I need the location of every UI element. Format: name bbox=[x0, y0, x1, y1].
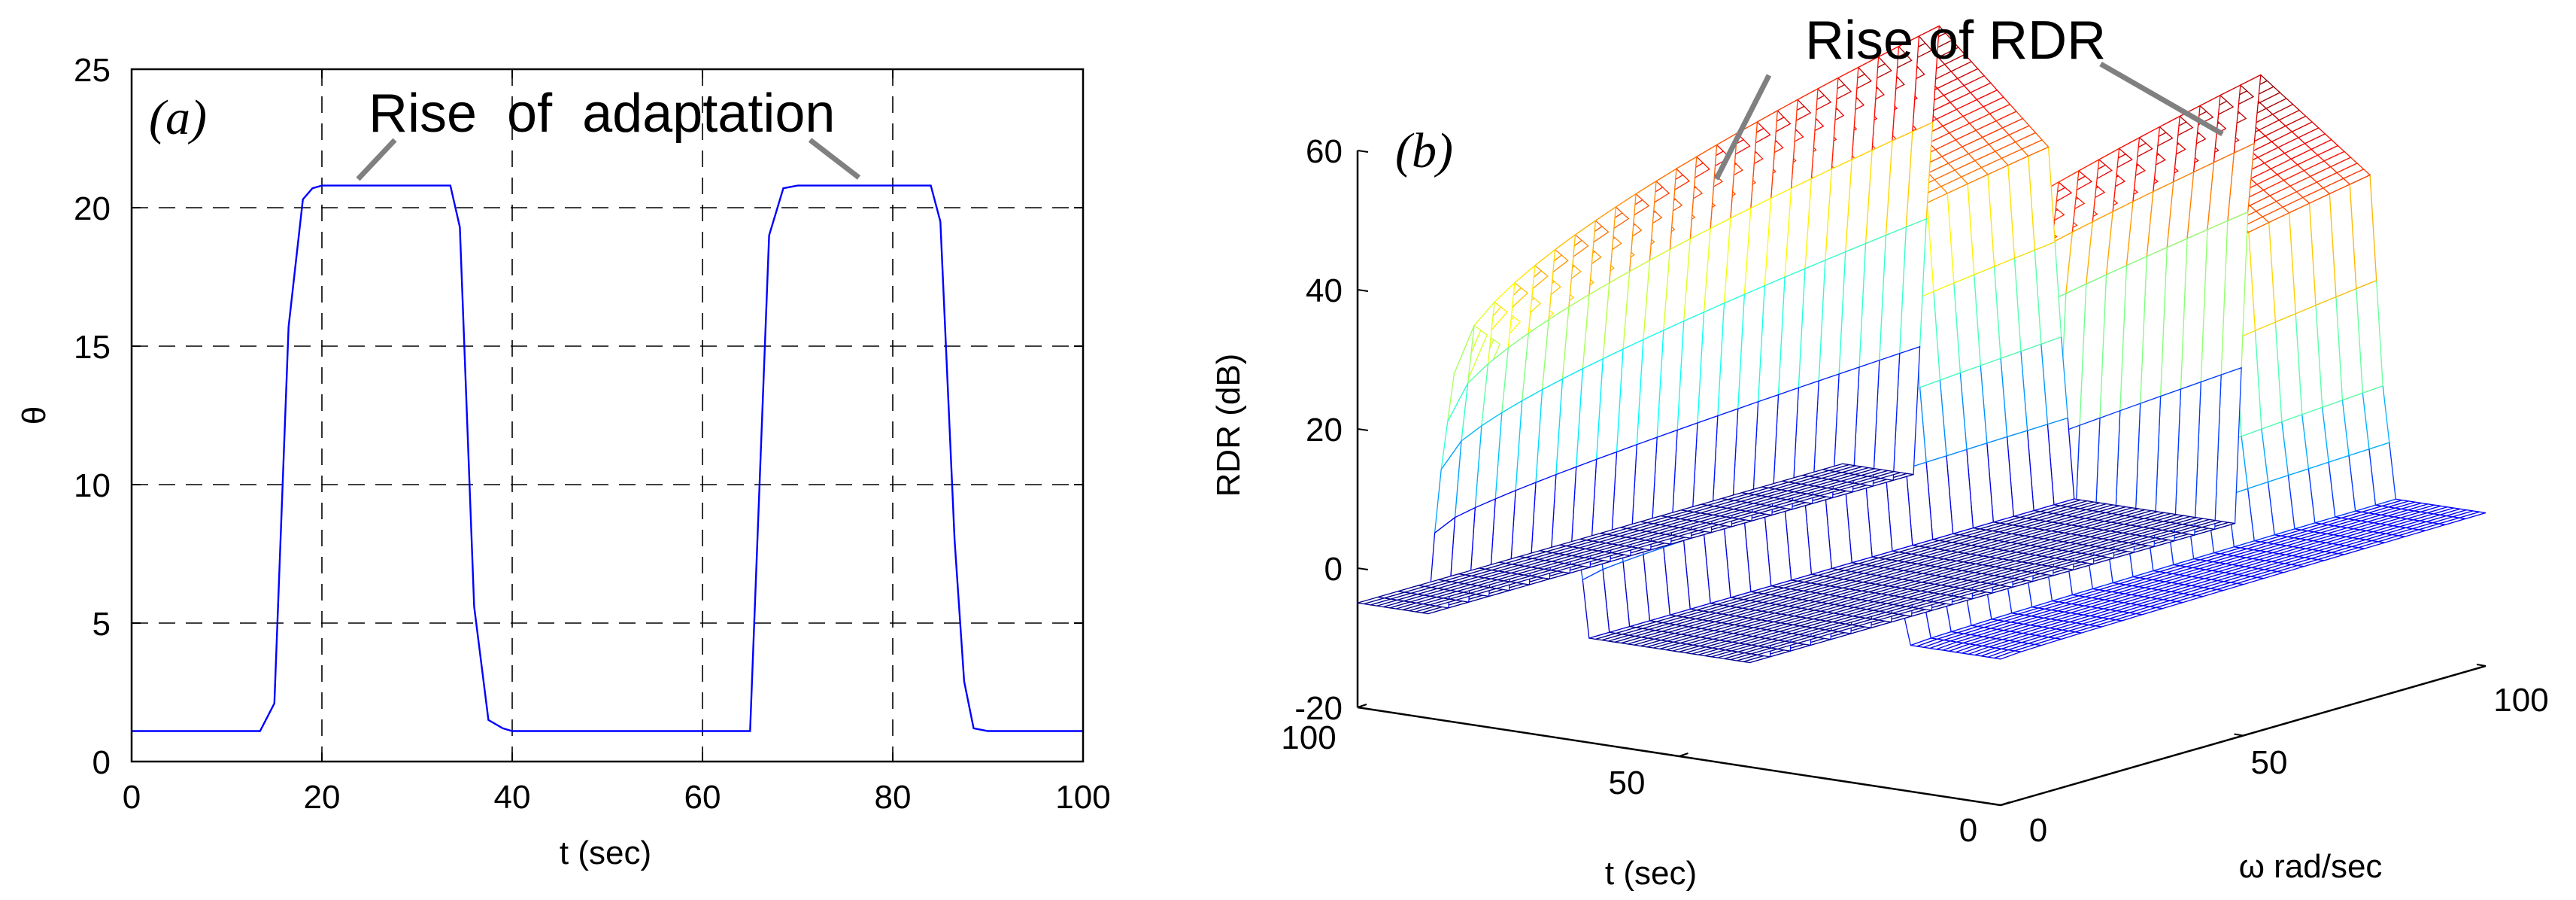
panel-a-x-tick-label: 100 bbox=[1055, 779, 1110, 816]
panel-b-z-tick bbox=[1357, 707, 1369, 710]
panel-a-y-tick-label: 5 bbox=[93, 606, 111, 643]
panel-b-w-tick-label: 100 bbox=[2493, 682, 2548, 719]
panel-b-surface bbox=[1357, 25, 2486, 664]
panel-a-series bbox=[131, 184, 1084, 732]
panel-b-z-tick-label: 40 bbox=[1306, 272, 1343, 309]
panel-b-w-tick bbox=[2234, 733, 2244, 737]
panel-b-w-tick-label: 50 bbox=[2251, 744, 2288, 781]
panel-b-z-tick-label: 0 bbox=[1324, 551, 1343, 588]
panel-b-t-tick bbox=[1357, 704, 1367, 708]
panel-b-ticks bbox=[1357, 150, 2486, 806]
panel-a-label: (a) bbox=[149, 90, 207, 145]
panel-a-y-tick-label: 0 bbox=[93, 744, 111, 781]
panel-b-t-tick-label: 50 bbox=[1609, 765, 1646, 801]
panel-a-annotation: Rise of adaptation bbox=[369, 84, 835, 144]
panel-b-z-tick bbox=[1357, 289, 1369, 292]
panel-b-z-tick bbox=[1357, 567, 1369, 570]
panel-a-annotation-arrow-2 bbox=[808, 138, 861, 180]
panel-a-y-tick-label: 25 bbox=[74, 52, 111, 89]
panel-a-line-chart: 0 20 40 60 80 100 0 5 10 15 20 25 (a) Rise of adapt… bbox=[16, 52, 1111, 871]
panel-a-x-tick-label: 40 bbox=[494, 779, 531, 816]
panel-b-z-axis-label: RDR (dB) bbox=[1210, 354, 1247, 497]
panel-a-axes-box bbox=[130, 68, 1085, 763]
panel-a-x-tick-label: 0 bbox=[123, 779, 141, 816]
panel-a-x-tick-label: 60 bbox=[684, 779, 721, 816]
panel-a-y-axis-label: θ bbox=[16, 406, 53, 424]
panel-b-z-tick-label: -20 bbox=[1294, 690, 1343, 727]
panel-a-y-tick-label: 20 bbox=[74, 190, 111, 227]
panel-b-z-tick-label: 20 bbox=[1306, 412, 1343, 448]
panel-b-z-tick bbox=[1357, 428, 1369, 431]
panel-b-annotation-arrow-1 bbox=[1713, 74, 1772, 181]
panel-b-w-tick bbox=[1991, 803, 2001, 806]
panel-b-t-tick bbox=[1679, 753, 1689, 757]
panel-a-annotation-arrow-1 bbox=[356, 138, 397, 181]
panel-b-w-tick bbox=[2476, 664, 2486, 667]
panel-b-z-tick bbox=[1357, 150, 1369, 153]
panel-a-x-axis-label: t (sec) bbox=[560, 835, 651, 871]
panel-b-surface-cell bbox=[1357, 596, 1385, 605]
panel-a-x-tick-label: 80 bbox=[875, 779, 912, 816]
panel-a-grid bbox=[132, 69, 1083, 762]
panel-b-t-tick-label: 0 bbox=[1959, 812, 1977, 849]
panel-b-w-tick-labels: 0 50 100 bbox=[2029, 682, 2549, 849]
panel-b-annotation-arrow-2 bbox=[2099, 61, 2224, 137]
panel-a-plot-area bbox=[132, 69, 1083, 762]
panel-a-y-tick-label: 10 bbox=[74, 467, 111, 504]
panel-b-w-axis-label: ω rad/sec bbox=[2239, 848, 2383, 885]
panel-b-z-tick-label: 60 bbox=[1306, 133, 1343, 170]
panel-b-z-tick-labels: -20 0 20 40 60 bbox=[1294, 133, 1343, 727]
panel-b-annotation: Rise of RDR bbox=[1805, 11, 2106, 71]
panel-b-label: (b) bbox=[1395, 123, 1453, 178]
panel-b-t-axis-label: t (sec) bbox=[1605, 855, 1697, 892]
panel-b-t-tick bbox=[2000, 801, 2010, 806]
panel-b-w-tick-label: 0 bbox=[2029, 812, 2047, 849]
panel-a-y-tick-label: 15 bbox=[74, 329, 111, 366]
panel-a-ticks bbox=[131, 68, 1084, 762]
panel-a-tick-labels: 0 20 40 60 80 100 0 5 10 15 20 25 bbox=[74, 52, 1111, 816]
panel-b-t-tick-labels: 100 50 0 bbox=[1281, 719, 1977, 849]
panel-a-x-tick-label: 20 bbox=[304, 779, 341, 816]
panel-b-t-tick-label: 100 bbox=[1281, 719, 1336, 756]
